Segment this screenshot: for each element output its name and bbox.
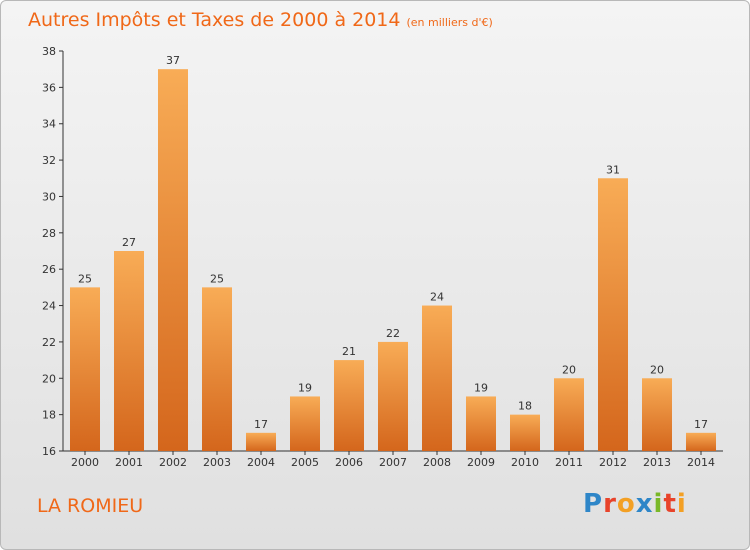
value-label: 19	[474, 381, 488, 394]
x-tick-label: 2011	[555, 456, 583, 469]
value-label: 22	[386, 327, 400, 340]
bar	[334, 360, 364, 451]
bar	[422, 305, 452, 451]
bar	[554, 378, 584, 451]
y-tick-label: 38	[42, 45, 56, 58]
value-labels: 25 27 37 25 17 19 21 22 24 19 18 20 31 20 17	[78, 54, 708, 431]
value-label: 25	[78, 272, 92, 285]
x-tick-label: 2000	[71, 456, 99, 469]
value-label: 17	[254, 418, 268, 431]
bar	[114, 251, 144, 451]
x-tick-label: 2013	[643, 456, 671, 469]
x-tick-label: 2007	[379, 456, 407, 469]
value-label: 17	[694, 418, 708, 431]
bar	[642, 378, 672, 451]
value-label: 27	[122, 236, 136, 249]
bar	[290, 396, 320, 451]
x-tick-label: 2014	[687, 456, 715, 469]
x-tick-label: 2010	[511, 456, 539, 469]
logo-letter: i	[676, 489, 687, 519]
value-label: 20	[562, 363, 576, 376]
x-tick-label: 2008	[423, 456, 451, 469]
bar	[246, 432, 276, 451]
x-tick-label: 2004	[247, 456, 275, 469]
y-tick-label: 22	[42, 336, 56, 349]
bars	[70, 69, 716, 452]
logo-letter: o	[616, 489, 636, 519]
commune-name: LA ROMIEU	[37, 495, 144, 517]
chart-title: Autres Impôts et Taxes de 2000 à 2014 (en…	[28, 9, 493, 31]
value-label: 24	[430, 291, 444, 304]
x-tick-label: 2006	[335, 456, 363, 469]
x-tick-label: 2003	[203, 456, 231, 469]
value-label: 20	[650, 363, 664, 376]
bar	[158, 69, 188, 451]
x-tick-label: 2001	[115, 456, 143, 469]
chart-title-text: Autres Impôts et Taxes de 2000 à 2014	[28, 9, 401, 31]
y-tick-label: 36	[42, 81, 56, 94]
y-tick-label: 26	[42, 263, 56, 276]
chart-subtitle: (en milliers d'€)	[406, 16, 493, 29]
y-tick-label: 34	[42, 118, 56, 131]
y-tick-label: 30	[42, 190, 56, 203]
bar	[510, 414, 540, 451]
bar	[378, 341, 408, 451]
bar	[466, 396, 496, 451]
value-label: 31	[606, 163, 620, 176]
value-label: 18	[518, 400, 532, 413]
y-tick-label: 24	[42, 300, 56, 313]
x-tick-label: 2005	[291, 456, 319, 469]
bar	[686, 432, 716, 451]
y-tick-label: 16	[42, 445, 56, 458]
x-tick-label: 2002	[159, 456, 187, 469]
x-tick-label: 2009	[467, 456, 495, 469]
y-tick-label: 18	[42, 409, 56, 422]
logo-letter: i	[653, 489, 664, 519]
logo-letter: t	[663, 489, 677, 519]
bar	[70, 287, 100, 451]
proxiti-logo: Proxiti	[583, 489, 687, 519]
value-label: 25	[210, 272, 224, 285]
value-label: 37	[166, 54, 180, 67]
value-label: 19	[298, 381, 312, 394]
y-tick-label: 32	[42, 154, 56, 167]
bar	[202, 287, 232, 451]
logo-letter: x	[635, 489, 654, 519]
y-tick-label: 28	[42, 227, 56, 240]
logo-letter: r	[603, 489, 617, 519]
bar	[598, 178, 628, 452]
value-label: 21	[342, 345, 356, 358]
logo-letter: P	[583, 489, 604, 519]
y-tick-label: 20	[42, 372, 56, 385]
x-tick-label: 2012	[599, 456, 627, 469]
